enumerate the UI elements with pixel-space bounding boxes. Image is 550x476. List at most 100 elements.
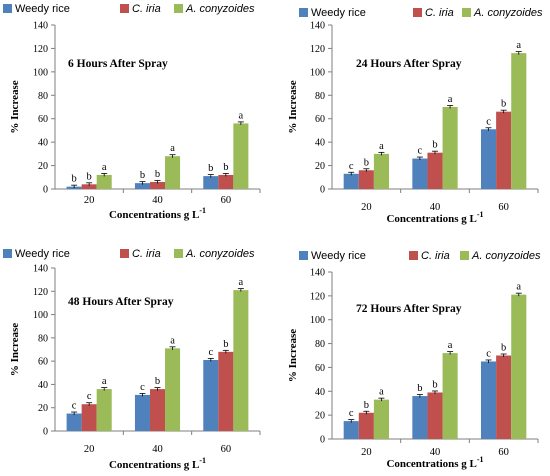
bar	[233, 290, 249, 431]
bar	[165, 348, 181, 431]
legend-swatch	[120, 4, 129, 13]
legend-label: A. conyzoides	[185, 248, 255, 260]
y-tick-label: 140	[33, 264, 48, 275]
bar	[66, 413, 82, 431]
legend-label: A. conyzoides	[473, 7, 543, 19]
significance-label: a	[448, 340, 453, 351]
chart-panel-2: Weedy rice C. iria A. conyzoides 0 20 40 60 80 1…	[287, 7, 543, 225]
bar	[427, 152, 443, 189]
x-axis-label: Concentrations g L-1	[109, 456, 206, 471]
y-tick-label: 40	[38, 380, 48, 391]
y-tick-label: 0	[43, 185, 48, 196]
bar	[134, 183, 150, 189]
bar	[343, 173, 359, 189]
significance-label: a	[516, 282, 521, 293]
legend-label: C. iria	[425, 7, 454, 19]
y-tick-label: 20	[38, 161, 48, 172]
bar	[358, 412, 374, 439]
y-tick-label: 20	[38, 403, 48, 414]
significance-label: c	[208, 347, 213, 358]
bar	[203, 359, 219, 431]
significance-label: b	[364, 400, 369, 411]
legend: Weedy rice C. iria A. conyzoides	[299, 250, 541, 262]
legend-label: C. iria	[132, 3, 161, 15]
legend-label: Weedy rice	[311, 7, 366, 19]
significance-label: b	[155, 169, 160, 180]
x-tick-label: 20	[84, 195, 95, 206]
significance-label: a	[170, 143, 175, 154]
bar	[373, 399, 389, 439]
y-tick-label: 100	[310, 315, 325, 326]
bar	[81, 184, 97, 189]
legend-swatch	[460, 251, 469, 260]
legend-swatch	[299, 8, 308, 17]
y-tick-label: 120	[310, 44, 325, 55]
bar	[496, 355, 512, 439]
significance-label: a	[448, 94, 453, 105]
bar	[511, 53, 527, 189]
significance-label: a	[379, 387, 384, 398]
panel-title: 6 Hours After Spray	[68, 58, 168, 70]
y-tick-label: 100	[33, 310, 48, 321]
x-axis-label-main: Concentrations g L	[109, 209, 199, 221]
y-tick-label: 60	[315, 363, 325, 374]
bar	[343, 421, 359, 439]
bar	[203, 176, 219, 189]
x-tick-label: 40	[430, 202, 441, 213]
x-tick-label: 40	[152, 195, 163, 206]
chart-panel-4: Weedy rice C. iria A. conyzoides 0 20 40 60 80 1…	[287, 250, 541, 470]
legend-label: C. iria	[132, 248, 161, 260]
x-axis-label-superscript: -1	[199, 206, 206, 215]
significance-label: a	[102, 162, 107, 173]
significance-label: b	[364, 157, 369, 168]
bar	[511, 294, 527, 439]
bar	[218, 351, 234, 431]
legend: Weedy rice C. iria A. conyzoides	[299, 7, 543, 19]
bar	[81, 404, 97, 431]
y-axis-label: % Increase	[9, 323, 21, 376]
y-tick-label: 80	[315, 91, 325, 102]
y-tick-label: 120	[33, 287, 48, 298]
bar	[149, 389, 166, 431]
y-tick-label: 120	[310, 291, 325, 302]
x-tick-label: 20	[361, 447, 372, 458]
bar	[96, 174, 112, 189]
legend-swatch	[413, 8, 422, 17]
significance-label: b	[140, 170, 145, 181]
legend-label: Weedy rice	[15, 3, 70, 15]
y-tick-label: 40	[315, 387, 325, 398]
y-tick-label: 40	[38, 138, 48, 149]
significance-label: a	[170, 335, 175, 346]
y-tick-label: 140	[33, 21, 48, 32]
y-tick-label: 80	[38, 91, 48, 102]
panel-title: 72 Hours After Spray	[356, 303, 462, 315]
x-tick-label: 40	[152, 444, 163, 455]
x-axis-label-main: Concentrations g L	[386, 213, 476, 225]
bar	[149, 181, 166, 189]
bar	[496, 111, 512, 189]
significance-label: b	[155, 376, 160, 387]
y-axis-label: % Increase	[9, 80, 21, 133]
legend-swatch	[409, 251, 418, 260]
y-axis-label: % Increase	[287, 80, 299, 133]
significance-label: b	[417, 383, 422, 394]
legend: Weedy rice C. iria A. conyzoides	[3, 248, 255, 260]
legend-label: A. conyzoides	[185, 3, 255, 15]
legend-label: C. iria	[421, 250, 450, 262]
y-tick-label: 120	[33, 44, 48, 55]
legend-label: Weedy rice	[311, 250, 366, 262]
panel-title: 24 Hours After Spray	[356, 58, 462, 70]
x-tick-label: 20	[84, 444, 95, 455]
legend: Weedy rice C. iria A. conyzoides	[3, 3, 255, 15]
x-axis-label: Concentrations g L-1	[386, 210, 483, 225]
x-axis-label: Concentrations g L-1	[109, 206, 206, 221]
y-tick-label: 40	[315, 138, 325, 149]
x-axis-label: Concentrations g L-1	[386, 455, 483, 470]
bar	[442, 353, 458, 439]
significance-label: b	[432, 379, 437, 390]
significance-label: b	[501, 99, 506, 110]
y-tick-label: 80	[38, 333, 48, 344]
significance-label: c	[349, 161, 354, 172]
bar	[373, 153, 389, 189]
